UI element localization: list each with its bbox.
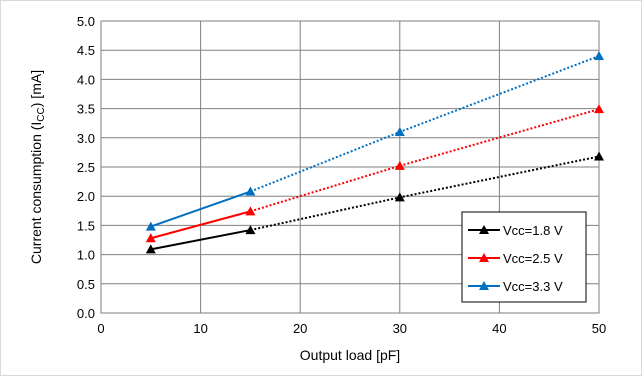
- series-2: [145, 104, 604, 243]
- data-point-marker: [145, 244, 156, 254]
- grid: [101, 21, 599, 313]
- data-point-marker: [245, 225, 256, 235]
- x-tick-label: 20: [293, 321, 307, 336]
- x-tick-label: 10: [193, 321, 207, 336]
- series-3: [145, 51, 604, 231]
- x-tick-label: 30: [393, 321, 407, 336]
- data-point-marker: [594, 151, 604, 161]
- y-tick-label: 0.5: [77, 277, 95, 292]
- data-point-marker: [394, 192, 405, 202]
- y-axis-title-main: Current consumption (I: [28, 122, 44, 264]
- legend-marker: [479, 281, 489, 290]
- y-tick-label: 5.0: [77, 14, 95, 29]
- y-tick-label: 4.5: [77, 43, 95, 58]
- y-tick-label: 2.0: [77, 189, 95, 204]
- x-axis-title: Output load [pF]: [300, 347, 400, 363]
- plot-area-border: [100, 20, 600, 314]
- data-point-marker: [145, 233, 156, 243]
- series-solid-line: [150, 190, 251, 228]
- y-tick-label: 0.0: [77, 306, 95, 321]
- data-point-marker: [394, 126, 405, 136]
- y-axis-title-end: ) [mA]: [28, 70, 44, 107]
- y-tick-label: 2.5: [77, 160, 95, 175]
- y-tick-label: 1.0: [77, 248, 95, 263]
- y-tick-label: 3.5: [77, 102, 95, 117]
- series-1: [145, 151, 604, 254]
- x-tick-label: 50: [592, 321, 606, 336]
- y-tick-label: 4.0: [77, 72, 95, 87]
- series-group: [145, 51, 604, 254]
- legend-item: Vcc=1.8 V: [468, 223, 563, 238]
- legend-marker: [479, 253, 489, 262]
- x-tick-label: 40: [492, 321, 506, 336]
- y-tick-label: 3.0: [77, 131, 95, 146]
- data-point-marker: [394, 160, 405, 170]
- data-point-marker: [594, 51, 604, 61]
- legend-marker: [479, 225, 489, 234]
- x-axis-ticks: 0 10 20 30 40 50: [97, 321, 606, 336]
- y-axis-title-sub: CC: [36, 107, 47, 121]
- legend-label: Vcc=1.8 V: [503, 223, 563, 238]
- data-point-marker: [594, 104, 604, 114]
- y-axis-ticks: 0.0 0.5 1.0 1.5 2.0 2.5 3.0 3.5 4.0 4.5 5.0: [77, 14, 95, 321]
- legend-label: Vcc=3.3 V: [503, 279, 563, 294]
- series-solid-line: [150, 229, 251, 251]
- legend: Vcc=1.8 V Vcc=2.5 V Vcc=3.3 V: [461, 211, 587, 303]
- data-point-marker: [245, 186, 256, 196]
- legend-label: Vcc=2.5 V: [503, 251, 563, 266]
- data-point-marker: [245, 206, 256, 216]
- y-tick-label: 1.5: [77, 218, 95, 233]
- x-tick-label: 0: [97, 321, 104, 336]
- series-solid-line: [150, 210, 251, 240]
- legend-item: Vcc=3.3 V: [468, 279, 563, 294]
- legend-item: Vcc=2.5 V: [468, 251, 563, 266]
- y-axis-title: Current consumption (ICC) [mA]: [28, 70, 47, 264]
- data-point-marker: [145, 221, 156, 231]
